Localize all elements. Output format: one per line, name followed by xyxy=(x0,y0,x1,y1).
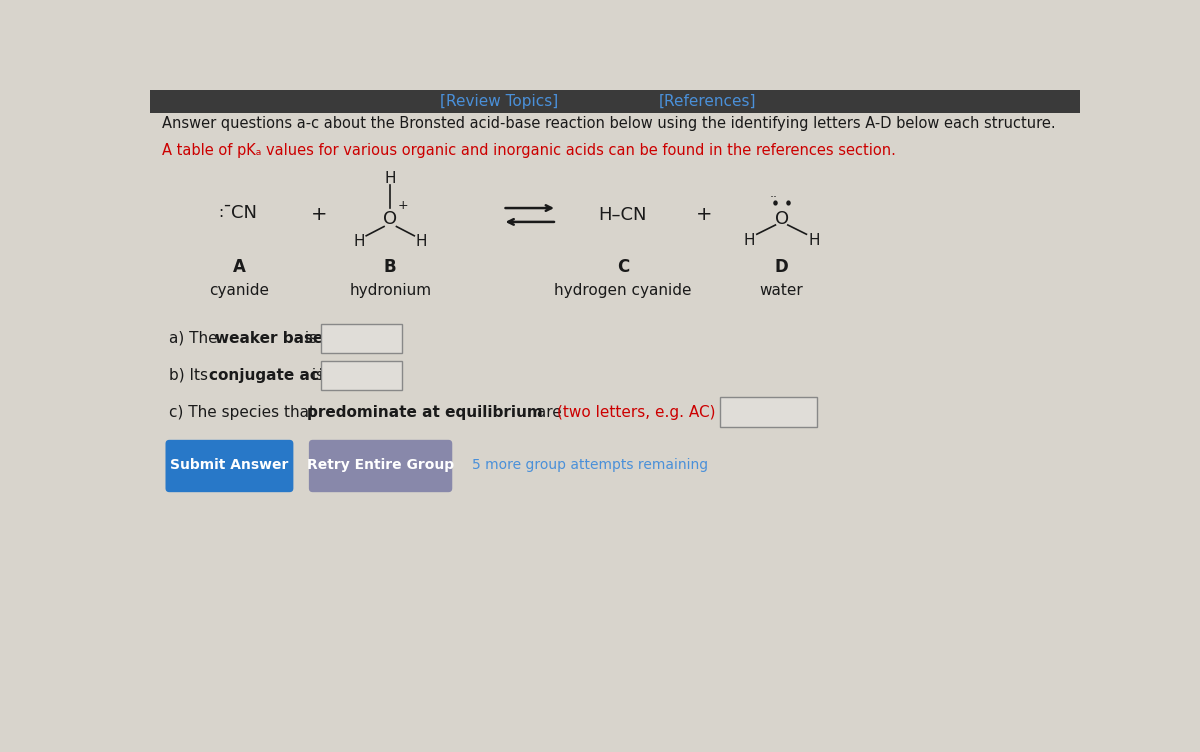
FancyBboxPatch shape xyxy=(150,90,1080,114)
Text: D: D xyxy=(775,259,788,276)
Text: Submit Answer: Submit Answer xyxy=(170,458,289,472)
Text: H–CN: H–CN xyxy=(599,206,647,224)
Text: ¯CN: ¯CN xyxy=(222,204,257,222)
FancyBboxPatch shape xyxy=(166,440,293,492)
Text: 5 more group attempts remaining: 5 more group attempts remaining xyxy=(472,458,708,472)
Text: weaker base: weaker base xyxy=(215,331,324,346)
FancyBboxPatch shape xyxy=(320,360,402,390)
Text: b) Its: b) Its xyxy=(169,368,214,383)
Text: predominate at equilibrium: predominate at equilibrium xyxy=(306,405,542,420)
Text: hydrogen cyanide: hydrogen cyanide xyxy=(554,283,691,298)
Text: O: O xyxy=(774,210,788,228)
Text: A: A xyxy=(233,259,246,276)
Text: Retry Entire Group: Retry Entire Group xyxy=(307,458,454,472)
Text: [Review Topics]: [Review Topics] xyxy=(439,94,558,109)
Text: H: H xyxy=(743,233,755,248)
Text: B: B xyxy=(384,259,396,276)
Text: O: O xyxy=(383,210,397,228)
FancyBboxPatch shape xyxy=(320,323,402,353)
Text: a) The: a) The xyxy=(169,331,223,346)
Text: :: : xyxy=(218,205,224,220)
Text: +: + xyxy=(311,205,328,225)
Text: is: is xyxy=(307,368,324,383)
Text: C: C xyxy=(617,259,629,276)
Text: ··: ·· xyxy=(770,191,778,204)
Text: H: H xyxy=(809,233,820,248)
Text: H: H xyxy=(415,235,427,250)
Text: (two letters, e.g. AC): (two letters, e.g. AC) xyxy=(557,405,715,420)
Text: c) The species that: c) The species that xyxy=(169,405,320,420)
Text: are: are xyxy=(532,405,566,420)
Text: A table of pKₐ values for various organic and inorganic acids can be found in th: A table of pKₐ values for various organi… xyxy=(162,143,895,158)
Text: hydronium: hydronium xyxy=(349,283,431,298)
FancyBboxPatch shape xyxy=(308,440,452,492)
Text: water: water xyxy=(760,283,804,298)
Text: H: H xyxy=(384,171,396,186)
Text: conjugate acid: conjugate acid xyxy=(209,368,335,383)
FancyBboxPatch shape xyxy=(720,398,816,426)
Text: [References]: [References] xyxy=(659,94,757,109)
Text: cyanide: cyanide xyxy=(209,283,269,298)
Text: Answer questions a-c about the Bronsted acid-base reaction below using the ident: Answer questions a-c about the Bronsted … xyxy=(162,117,1055,132)
Text: is: is xyxy=(300,331,317,346)
Text: +: + xyxy=(696,205,713,225)
Text: +: + xyxy=(398,199,409,212)
Text: H: H xyxy=(354,235,365,250)
